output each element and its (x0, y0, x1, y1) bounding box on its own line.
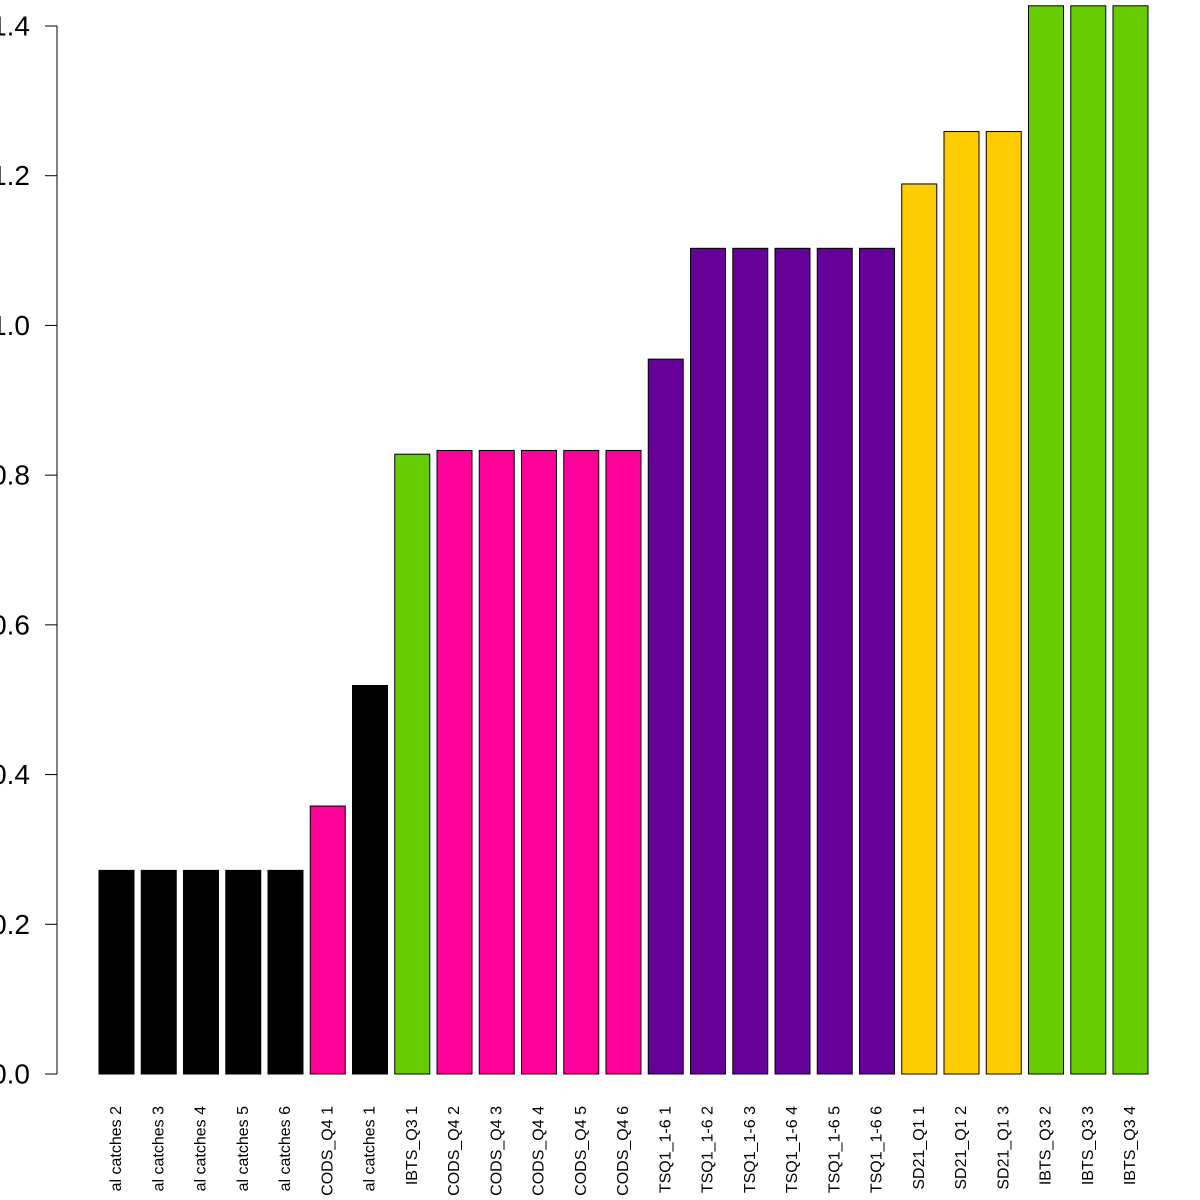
bar (901, 183, 938, 1075)
bar (394, 453, 431, 1075)
x-tick-label: CODS_Q4 2 (446, 1106, 463, 1196)
x-axis-labels: al catches 2 al catches 3 al catches 4 al c… (108, 1106, 1139, 1196)
bar (816, 247, 853, 1075)
x-tick-label: al catches 4 (193, 1106, 210, 1191)
bar (605, 449, 642, 1075)
bar (140, 869, 177, 1075)
x-tick-label: TSQ1_1-6 3 (742, 1106, 759, 1193)
bar (436, 449, 473, 1075)
x-tick-label: TSQ1_1-6 6 (869, 1106, 886, 1193)
y-tick-label: 1.0 (0, 310, 30, 341)
x-tick-label: IBTS_Q3 1 (404, 1106, 421, 1185)
y-tick-label: 0.6 (0, 609, 30, 640)
x-tick-label: CODS_Q4 6 (615, 1106, 632, 1196)
bars (98, 5, 1149, 1075)
bar (563, 449, 600, 1075)
x-tick-label: al catches 1 (362, 1106, 379, 1191)
y-tick-label: 0.0 (0, 1059, 30, 1090)
bar (183, 869, 219, 1075)
x-tick-label: CODS_Q4 5 (573, 1106, 590, 1196)
y-tick-label: 0.2 (0, 909, 30, 940)
x-tick-label: TSQ1_1-6 4 (784, 1106, 801, 1193)
bar (225, 869, 262, 1075)
x-tick-label: IBTS_Q3 4 (1122, 1106, 1139, 1185)
x-tick-label: IBTS_Q3 3 (1080, 1106, 1097, 1185)
bar (267, 869, 304, 1075)
bar (943, 131, 980, 1075)
x-tick-label: SD21_Q1 3 (995, 1106, 1012, 1190)
x-tick-label: al catches 2 (108, 1106, 125, 1191)
y-tick-label: 1.4 (0, 11, 30, 42)
x-tick-label: al catches 6 (277, 1106, 294, 1191)
bar (774, 247, 811, 1075)
x-tick-label: SD21_Q1 2 (953, 1106, 970, 1190)
y-tick-label: 1.2 (0, 160, 30, 191)
bar (690, 247, 726, 1075)
x-tick-label: TSQ1_1-6 2 (700, 1106, 717, 1193)
x-tick-label: TSQ1_1-6 5 (826, 1106, 843, 1193)
y-axis: 0.0 0.2 0.4 0.6 0.8 1.0 1.2 1.4 (0, 11, 58, 1090)
x-tick-label: TSQ1_1-6 1 (657, 1106, 674, 1193)
x-tick-label: IBTS_Q3 2 (1038, 1106, 1055, 1185)
bar (859, 247, 895, 1075)
x-tick-label: al catches 3 (150, 1106, 167, 1191)
bar (732, 247, 769, 1075)
bar (1070, 5, 1107, 1075)
bar (1028, 5, 1064, 1075)
bar (985, 131, 1022, 1075)
bar (1112, 5, 1149, 1075)
x-tick-label: CODS_Q4 3 (488, 1106, 505, 1196)
y-tick-label: 0.8 (0, 460, 30, 491)
x-tick-label: al catches 5 (235, 1106, 252, 1191)
x-tick-label: SD21_Q1 1 (911, 1106, 928, 1190)
x-tick-label: CODS_Q4 1 (319, 1106, 336, 1196)
y-tick-label: 0.4 (0, 759, 30, 790)
bar (478, 449, 515, 1075)
bar (647, 358, 684, 1075)
bar (521, 449, 557, 1075)
bar (309, 805, 346, 1075)
x-tick-label: CODS_Q4 4 (531, 1106, 548, 1196)
bar (98, 869, 135, 1075)
bar (352, 684, 388, 1075)
